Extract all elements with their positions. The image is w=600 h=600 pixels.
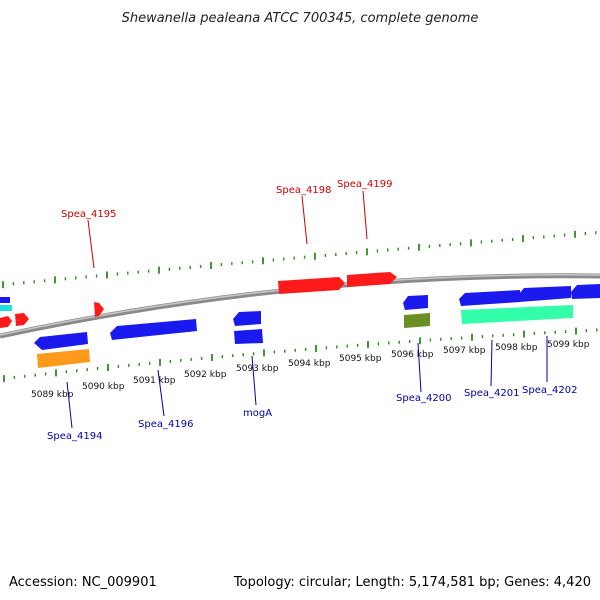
- forward-strand-genes: [0, 272, 397, 328]
- gene-fragment-cyan-edge[interactable]: [0, 305, 12, 311]
- gene-spea-4200[interactable]: [404, 313, 430, 328]
- leader-line-spea-4195: [87, 219, 95, 269]
- gene-fragment-blue-edge[interactable]: [0, 297, 10, 303]
- label-spea-4201[interactable]: Spea_4201: [464, 388, 519, 399]
- gene-spea-4195[interactable]: [94, 302, 104, 317]
- label-spea-4196[interactable]: Spea_4196: [138, 419, 193, 430]
- scale-label-5091: 5091 kbp: [133, 376, 176, 386]
- scale-labels: 5089 kbp 5090 kbp 5091 kbp 5092 kbp 5093…: [31, 340, 590, 400]
- leader-line-mogA: [251, 355, 257, 406]
- gene-mogA[interactable]: [234, 329, 263, 344]
- scale-label-5097: 5097 kbp: [443, 346, 486, 356]
- label-mogA[interactable]: mogA: [243, 408, 272, 419]
- scale-label-5093: 5093 kbp: [236, 364, 279, 374]
- scale-label-5096: 5096 kbp: [391, 350, 434, 360]
- leader-line-spea-4194: [66, 381, 73, 429]
- gene-spea-4194-orange[interactable]: [37, 349, 90, 368]
- reverse-strand-genes: [34, 284, 600, 368]
- gene-mogA-upper[interactable]: [233, 311, 261, 326]
- label-spea-4202[interactable]: Spea_4202: [522, 385, 577, 396]
- scale-label-5094: 5094 kbp: [288, 359, 331, 369]
- genome-summary-text: Topology: circular; Length: 5,174,581 bp…: [233, 575, 591, 590]
- scale-label-5098: 5098 kbp: [495, 343, 538, 353]
- gene-spea-4202[interactable]: [518, 286, 571, 302]
- label-spea-4200[interactable]: Spea_4200: [396, 393, 451, 404]
- gene-spea-4199[interactable]: [347, 272, 397, 287]
- scale-label-5095: 5095 kbp: [339, 354, 382, 364]
- label-spea-4194[interactable]: Spea_4194: [47, 431, 102, 442]
- label-spea-4198[interactable]: Spea_4198: [276, 185, 331, 196]
- scale-label-5090: 5090 kbp: [82, 382, 125, 392]
- leader-line-spea-4201: [490, 339, 493, 387]
- label-spea-4199[interactable]: Spea_4199: [337, 179, 392, 190]
- map-title: Shewanella pealeana ATCC 700345, complet…: [122, 11, 479, 26]
- leader-line-spea-4198: [301, 195, 308, 245]
- outer-tick-track: [2, 230, 597, 289]
- leader-line-spea-4200: [417, 342, 422, 393]
- forward-gene-small-1[interactable]: [15, 313, 29, 326]
- inner-tick-track: [3, 327, 598, 383]
- scale-label-5089: 5089 kbp: [31, 390, 74, 400]
- gene-spea-4200-upper[interactable]: [403, 295, 428, 310]
- leader-line-spea-4196: [157, 369, 165, 417]
- gene-spea-4194[interactable]: [34, 332, 88, 350]
- leader-line-spea-4199: [362, 190, 368, 240]
- scale-label-5092: 5092 kbp: [184, 370, 227, 380]
- accession-text: Accession: NC_009901: [9, 575, 157, 590]
- gene-spea-4196[interactable]: [110, 319, 197, 340]
- forward-gene-labels: Spea_4195 Spea_4198 Spea_4199: [61, 179, 392, 269]
- forward-gene-fragment-left[interactable]: [0, 316, 12, 328]
- label-spea-4195[interactable]: Spea_4195: [61, 209, 116, 220]
- gene-spea-4201[interactable]: [461, 305, 573, 324]
- scale-label-5099: 5099 kbp: [547, 340, 590, 350]
- gene-spea-4201-upper[interactable]: [459, 290, 520, 306]
- gene-spea-4198[interactable]: [278, 277, 345, 294]
- gene-reverse-right-edge[interactable]: [571, 284, 600, 299]
- reverse-gene-labels: Spea_4194 Spea_4196 mogA Spea_4200 Spea_…: [47, 336, 577, 442]
- left-edge-genes: [0, 297, 12, 311]
